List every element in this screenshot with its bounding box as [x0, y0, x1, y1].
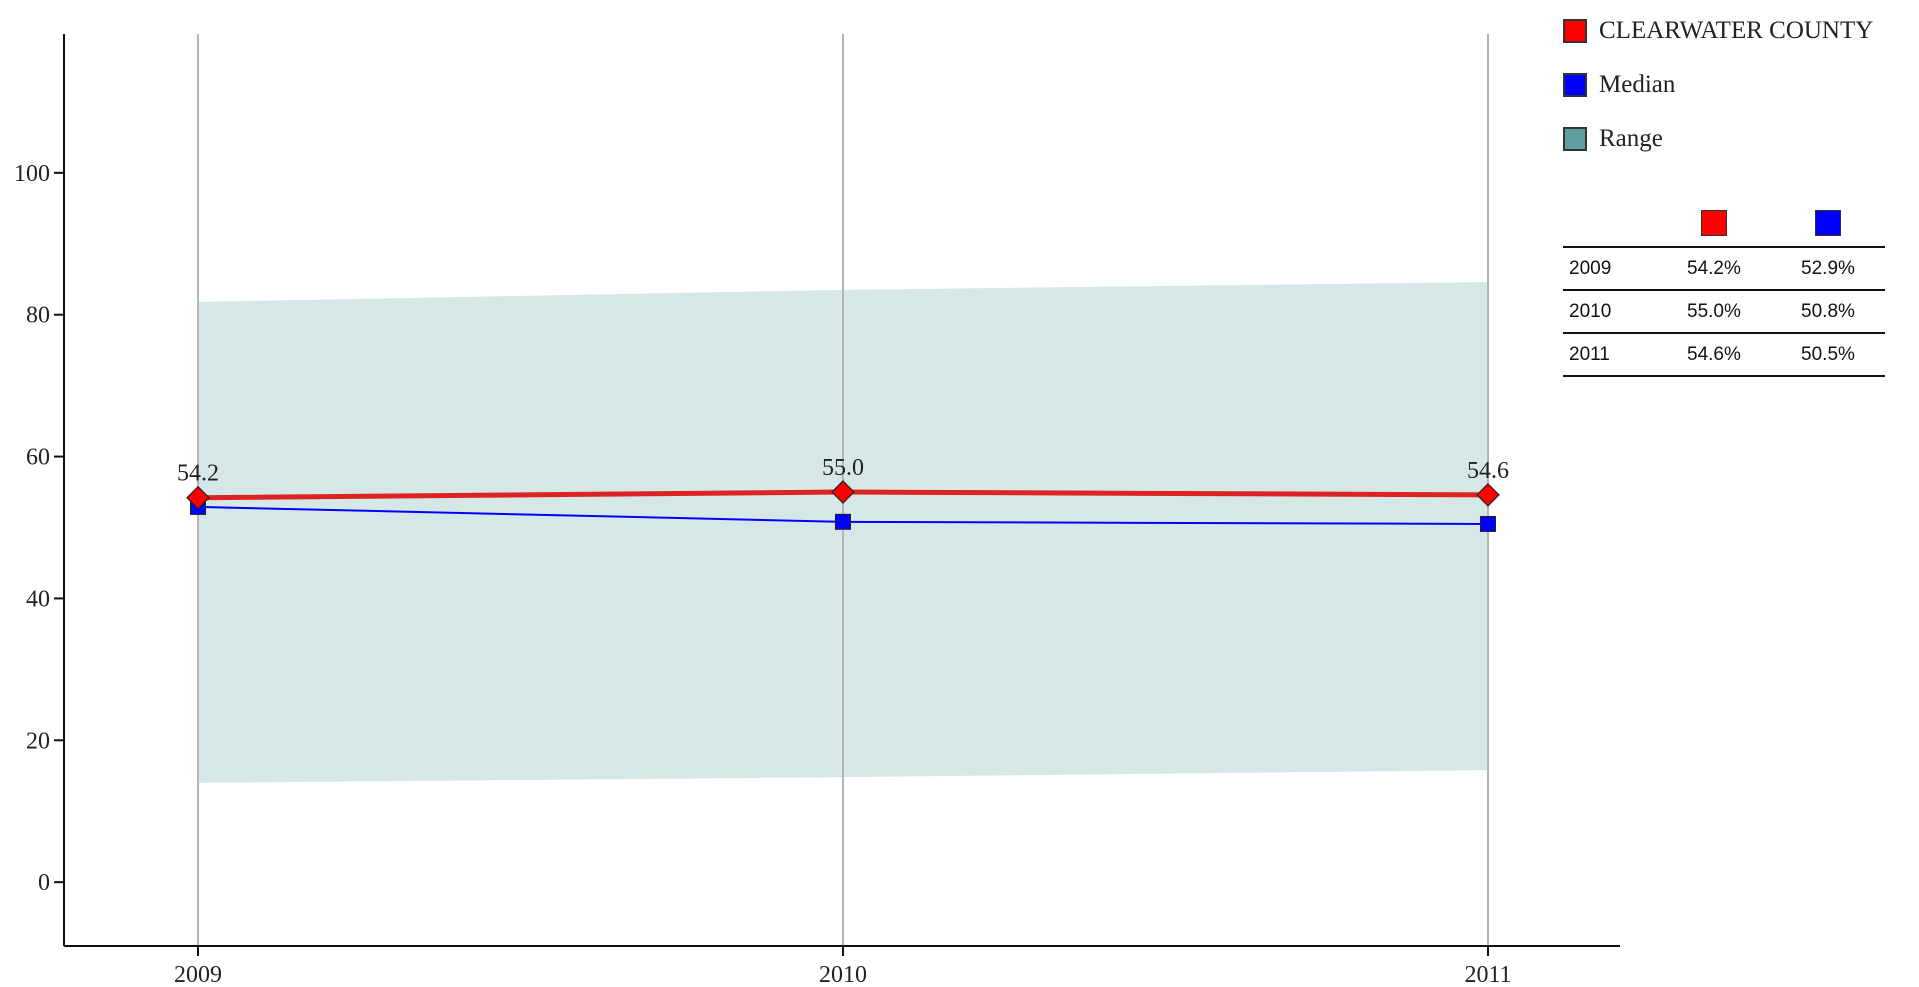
- table-row: 2009 54.2% 52.9%: [1563, 247, 1885, 291]
- county-point: [1476, 483, 1500, 507]
- county-data-label: 54.2: [177, 461, 219, 487]
- legend-label-median: Median: [1599, 71, 1676, 98]
- county-swatch-icon: [1700, 210, 1727, 236]
- legend-swatch-county: [1563, 19, 1587, 43]
- table-row: 2010 55.0% 50.8%: [1563, 290, 1885, 334]
- legend-label-county: CLEARWATER COUNTY: [1599, 17, 1874, 44]
- x-tick-label: 2011: [1464, 962, 1511, 987]
- table-cell-median: 52.9%: [1770, 247, 1885, 291]
- median-swatch-icon: [1814, 210, 1841, 236]
- county-point: [831, 480, 855, 504]
- x-tick-label: 2009: [174, 962, 222, 987]
- table-header-year: [1563, 200, 1657, 248]
- x-tick-label: 2010: [819, 962, 867, 987]
- legend-label-range: Range: [1599, 125, 1663, 152]
- table-cell-median: 50.8%: [1770, 290, 1885, 334]
- table-header-row: [1563, 200, 1885, 248]
- county-point: [186, 485, 210, 510]
- table-cell-year: 2011: [1563, 333, 1657, 377]
- y-tick-label: 100: [14, 161, 50, 187]
- table-cell-county: 54.6%: [1656, 333, 1771, 377]
- table-row: 2011 54.6% 50.5%: [1563, 333, 1885, 377]
- table-header-county: [1656, 200, 1771, 248]
- legend-item-range: Range: [1563, 112, 1873, 166]
- table-cell-year: 2010: [1563, 290, 1657, 334]
- table-cell-year: 2009: [1563, 247, 1657, 291]
- county-data-label: 54.6: [1467, 458, 1509, 484]
- median-point: [1480, 515, 1496, 532]
- table-cell-median: 50.5%: [1770, 333, 1885, 377]
- county-data-label: 55.0: [822, 455, 864, 481]
- legend-item-county: CLEARWATER COUNTY: [1563, 4, 1873, 58]
- y-tick-label: 40: [26, 586, 50, 612]
- table-header-median: [1770, 200, 1885, 248]
- summary-table: 2009 54.2% 52.9% 2010 55.0% 50.8% 2011 5…: [1563, 200, 1885, 377]
- table-cell-county: 55.0%: [1656, 290, 1771, 334]
- y-tick-label: 60: [26, 445, 50, 471]
- y-tick-label: 0: [38, 870, 50, 896]
- legend-swatch-median: [1563, 73, 1587, 97]
- legend: CLEARWATER COUNTY Median Range: [1563, 4, 1873, 166]
- y-tick-label: 20: [26, 728, 50, 754]
- legend-item-median: Median: [1563, 58, 1873, 112]
- legend-swatch-range: [1563, 127, 1587, 151]
- median-point: [835, 513, 851, 530]
- y-tick-label: 80: [26, 303, 50, 329]
- table-cell-county: 54.2%: [1656, 247, 1771, 291]
